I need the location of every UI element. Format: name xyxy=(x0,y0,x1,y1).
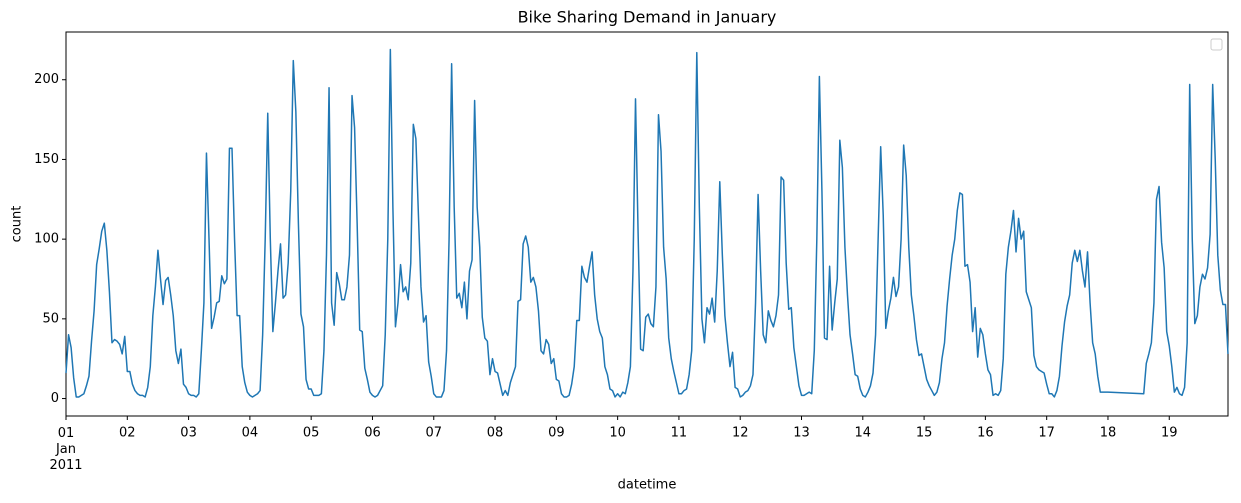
x-tick-label: 16 xyxy=(977,426,994,441)
y-tick-label: 150 xyxy=(34,152,59,167)
x-tick-label: 11 xyxy=(671,426,688,441)
x-tick-label: 19 xyxy=(1161,426,1178,441)
x-tick-label: 06 xyxy=(364,426,381,441)
x-tick-label: 04 xyxy=(242,426,259,441)
x-axis-label: datetime xyxy=(618,478,677,493)
y-tick-label: 50 xyxy=(42,311,59,326)
x-tick-label: 07 xyxy=(425,426,442,441)
y-tick-label: 100 xyxy=(34,232,59,247)
x-tick-label: 15 xyxy=(916,426,933,441)
data-line xyxy=(65,48,1229,398)
x-tick-label: 12 xyxy=(732,426,749,441)
x-tick-label: 08 xyxy=(487,426,504,441)
x-tick-label: 10 xyxy=(609,426,626,441)
x-tick-label: 05 xyxy=(303,426,320,441)
legend xyxy=(1210,38,1223,51)
x-tick-label: 14 xyxy=(855,426,872,441)
chart-title: Bike Sharing Demand in January xyxy=(518,8,777,27)
x-tick-label: 03 xyxy=(180,426,197,441)
y-tick-label: 0 xyxy=(51,391,59,406)
x-tick-label: 13 xyxy=(793,426,810,441)
y-axis-label: count xyxy=(10,206,25,243)
x-tick-label: 09 xyxy=(548,426,565,441)
x-tick-label: 17 xyxy=(1038,426,1055,441)
y-tick-label: 200 xyxy=(34,72,59,87)
plot-frame xyxy=(65,31,1229,417)
x-tick-label: 01 Jan 2011 xyxy=(49,426,82,473)
x-tick-label: 02 xyxy=(119,426,136,441)
x-tick-label: 18 xyxy=(1100,426,1117,441)
